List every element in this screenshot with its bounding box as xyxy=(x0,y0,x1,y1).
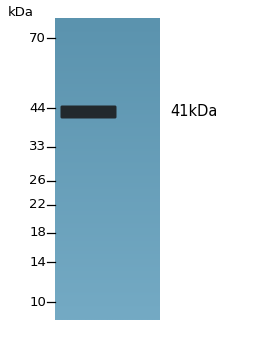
Text: 33: 33 xyxy=(29,141,46,153)
Text: 18: 18 xyxy=(29,226,46,240)
Text: 14: 14 xyxy=(29,255,46,269)
FancyBboxPatch shape xyxy=(61,105,116,119)
Text: 44: 44 xyxy=(29,101,46,115)
Text: kDa: kDa xyxy=(8,5,34,19)
Text: 41kDa: 41kDa xyxy=(170,104,217,120)
Text: 10: 10 xyxy=(29,296,46,308)
Text: 22: 22 xyxy=(29,198,46,212)
Text: 70: 70 xyxy=(29,31,46,44)
Text: 26: 26 xyxy=(29,175,46,187)
